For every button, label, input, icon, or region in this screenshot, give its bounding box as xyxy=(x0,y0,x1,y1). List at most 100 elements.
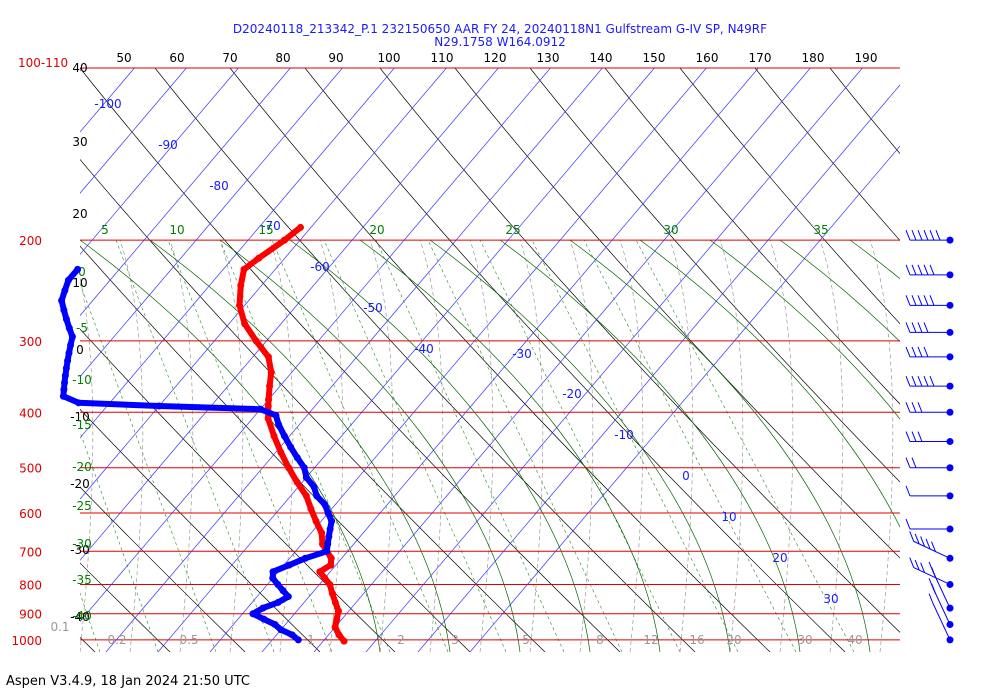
dry-adiabat-line xyxy=(80,636,96,652)
wind-barb-feather xyxy=(911,295,917,306)
mixing-ratio-bottom-label: 5 xyxy=(522,633,530,647)
dewpoint-point xyxy=(284,593,292,601)
wind-barb-feather xyxy=(923,322,929,333)
mixing-ratio-top-label: 25 xyxy=(505,223,520,237)
wind-barb-staff xyxy=(932,571,951,609)
dewpoint-point xyxy=(256,405,264,413)
pressure-tick-label: 600 xyxy=(19,507,42,521)
wind-barb xyxy=(905,457,954,472)
temperature-point xyxy=(240,265,248,273)
wind-barb-feather xyxy=(911,229,917,241)
temperature-point xyxy=(333,615,341,623)
dry-adiabat-line xyxy=(905,68,1000,652)
wind-barb-feather xyxy=(905,518,911,530)
left-thetae-label: -40 xyxy=(72,609,92,623)
saturated-adiabat-line xyxy=(149,239,451,652)
temperature-point xyxy=(335,607,343,615)
mixing-ratio-top-label: 5 xyxy=(101,223,109,237)
temperature-point xyxy=(285,464,293,472)
wind-barb xyxy=(905,264,954,279)
left-temp-label: 20 xyxy=(72,207,87,221)
wind-barb-feather xyxy=(931,541,936,552)
top-tick-label: 150 xyxy=(643,51,666,65)
isotherm-line xyxy=(80,68,187,194)
dewpoint-point xyxy=(279,587,287,595)
isotherm-label: -10 xyxy=(614,428,634,442)
wind-barb-feather xyxy=(917,402,923,413)
top-tick-label: 110 xyxy=(431,51,454,65)
moist-adiabat-line xyxy=(869,239,894,652)
dewpoint-point xyxy=(60,386,68,394)
left-thetae-label: -10 xyxy=(72,373,92,387)
temperature-point xyxy=(321,574,329,582)
wind-barb-feather xyxy=(917,295,923,306)
saturated-adiabat-line xyxy=(359,239,661,652)
isotherm-line xyxy=(80,68,551,622)
dry-adiabat-line xyxy=(304,68,846,652)
dewpoint-point xyxy=(313,492,321,500)
dry-adiabat-line xyxy=(154,68,696,652)
dewpoint-point xyxy=(294,636,302,644)
wind-barb xyxy=(905,322,954,336)
wind-barb-feather xyxy=(917,375,923,387)
left-temp-label: -10 xyxy=(70,410,90,424)
temperature-point xyxy=(277,448,285,456)
left-temp-label: -20 xyxy=(70,477,90,491)
wind-barb-feather xyxy=(905,229,911,241)
moist-adiabat-line xyxy=(719,239,744,652)
temperature-point xyxy=(293,478,301,486)
dewpoint-point xyxy=(61,372,69,380)
mixing-ratio-line xyxy=(635,239,855,652)
chart-subtitle: N29.1758 W164.0912 xyxy=(434,35,566,49)
mixing-ratio-top-label: 10 xyxy=(169,223,184,237)
left-thetae-label: -20 xyxy=(72,460,92,474)
mixing-ratio-line xyxy=(271,239,449,652)
dewpoint-point xyxy=(272,411,280,419)
temperature-point xyxy=(327,554,335,562)
left-temp-label: 0 xyxy=(76,343,84,357)
isotherm-line xyxy=(80,68,447,500)
mixing-ratio-bottom-label: 0.1 xyxy=(50,620,69,634)
wind-barb-feather xyxy=(905,322,911,333)
wind-barb xyxy=(928,578,954,629)
pressure-tick-label: 800 xyxy=(19,578,42,592)
isotherm-line xyxy=(105,68,603,652)
mixing-ratio-top-label: 15 xyxy=(258,223,273,237)
wind-barb-feather xyxy=(929,264,935,276)
series-layer xyxy=(58,223,348,645)
dry-adiabat-line xyxy=(229,68,771,652)
pressure-tick-label: 900 xyxy=(19,608,42,622)
left-thetae-label: -5 xyxy=(76,321,88,335)
mixing-ratio-bottom-label: 16 xyxy=(689,633,704,647)
dewpoint-point xyxy=(74,265,82,273)
saturated-adiabat-line xyxy=(709,239,900,420)
left-thetae-label: 0 xyxy=(78,265,86,279)
dry-adiabat-line xyxy=(80,486,246,652)
left-temp-label: 40 xyxy=(72,61,87,75)
moist-adiabat-line xyxy=(819,239,844,652)
moist-adiabat-line xyxy=(119,239,144,652)
dry-adiabat-line xyxy=(454,68,900,559)
mixing-ratio-line xyxy=(375,239,565,652)
dewpoint-point xyxy=(58,296,66,304)
isotherm-label: -100 xyxy=(94,97,121,111)
temperature-point xyxy=(340,637,348,645)
temperature-point xyxy=(331,623,339,631)
isotherm-label: -40 xyxy=(414,342,434,356)
dewpoint-point xyxy=(60,306,68,314)
pressure-tick-label: 400 xyxy=(19,406,42,420)
isotherm-line xyxy=(209,68,707,652)
saturated-adiabat-line xyxy=(499,239,801,652)
mixing-ratio-line xyxy=(427,239,623,652)
wind-barb xyxy=(905,375,954,390)
wind-barb xyxy=(905,295,954,309)
mixing-ratio-top-label: 20 xyxy=(369,223,384,237)
isotherm-line xyxy=(80,68,343,378)
saturated-adiabat-line xyxy=(639,239,900,529)
wind-barb-feather xyxy=(911,322,917,333)
saturated-adiabat-line xyxy=(569,239,871,652)
dewpoint-point xyxy=(274,580,282,588)
dewpoint-point xyxy=(155,402,163,410)
